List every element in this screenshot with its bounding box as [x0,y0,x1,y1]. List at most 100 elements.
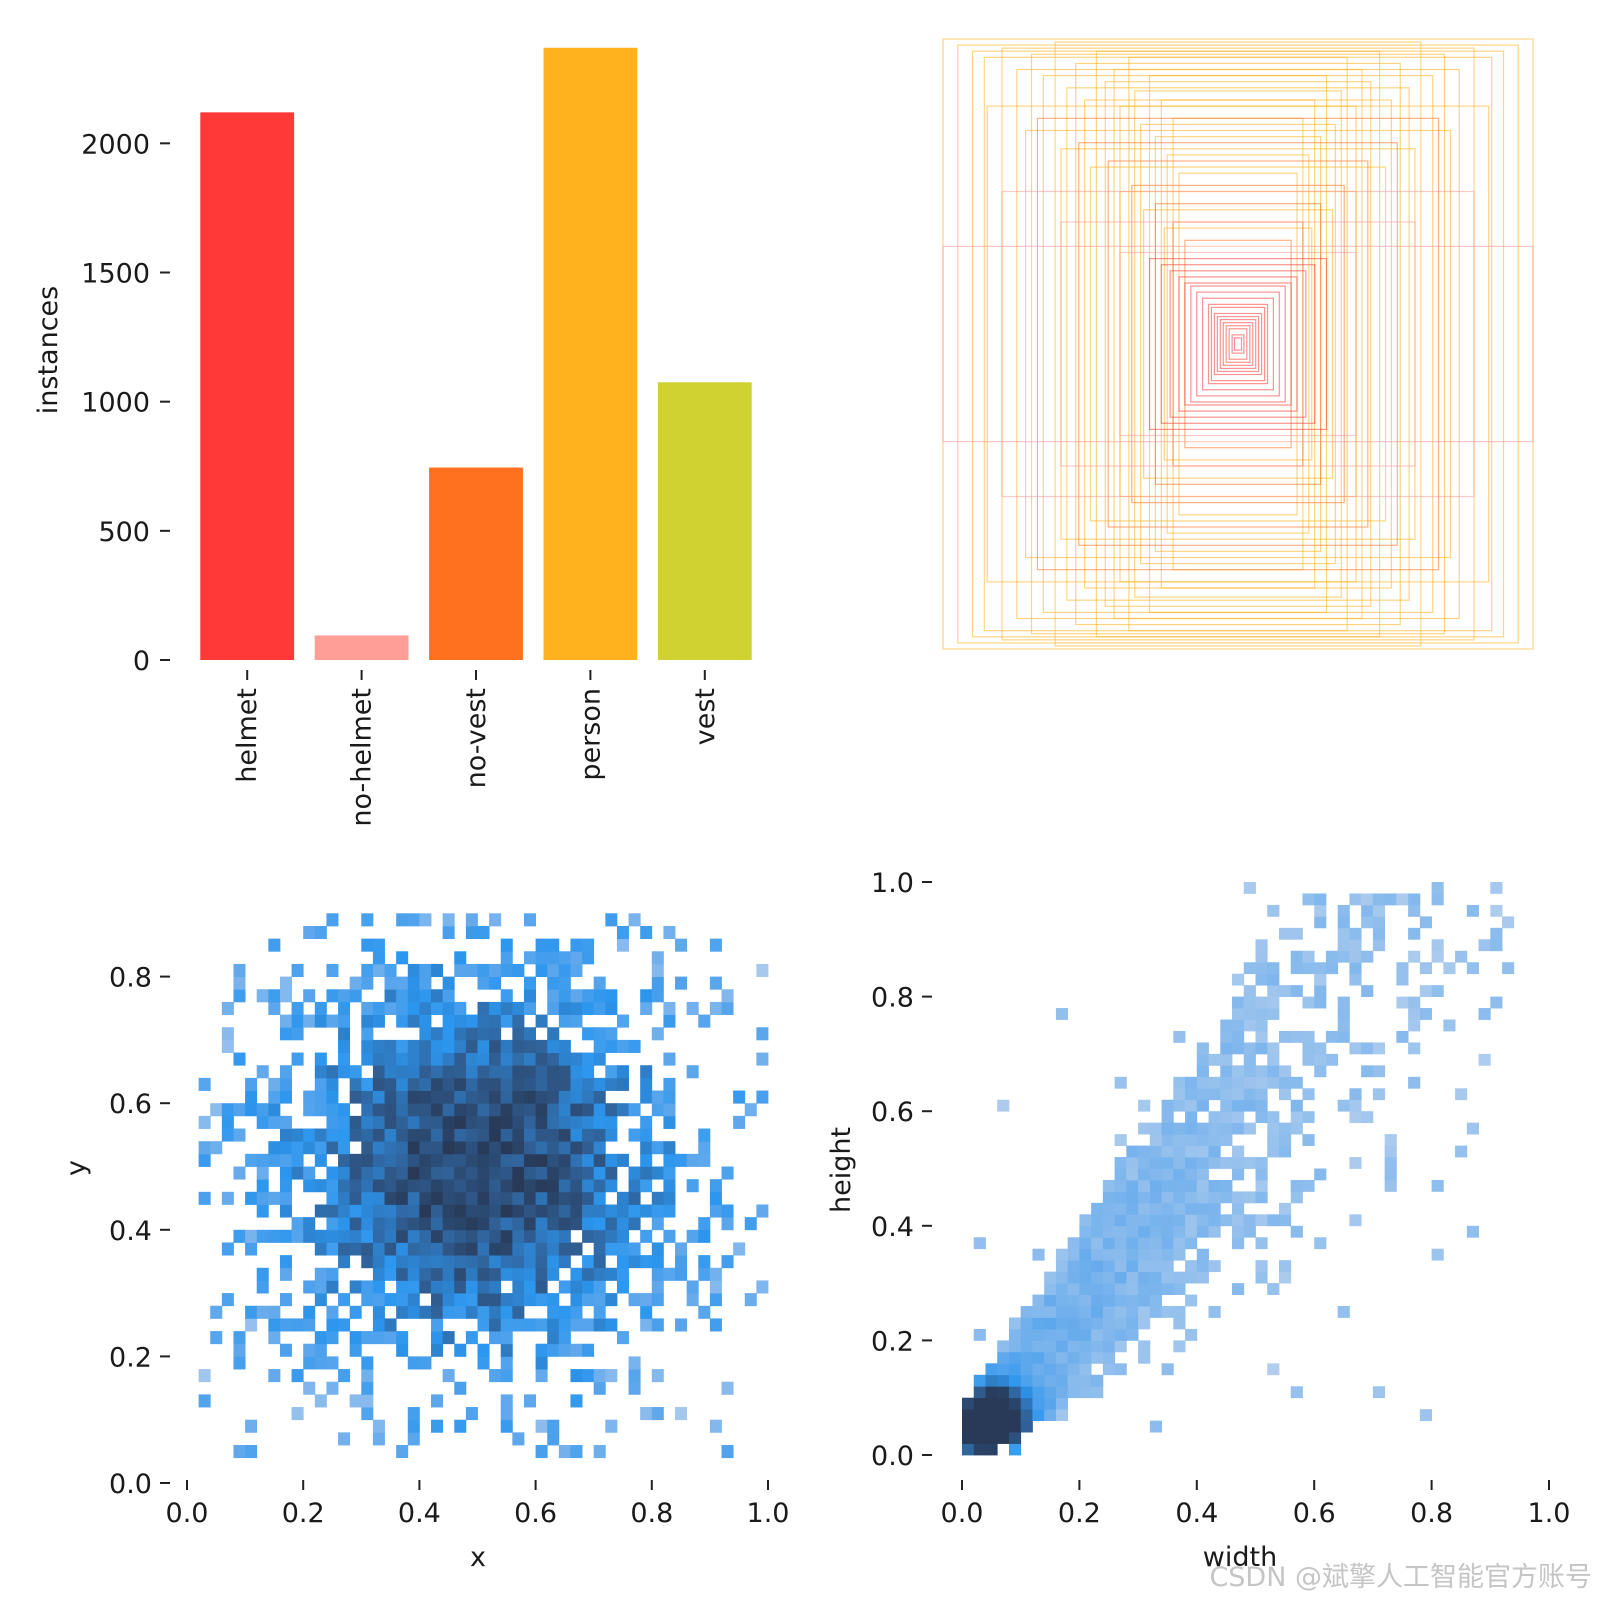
xy-cell [384,1090,397,1104]
xy-cell [477,963,490,977]
xy-cell [582,1217,595,1231]
xy-x-tick-label: 0.6 [514,1498,557,1529]
xy-cell [512,1052,525,1066]
xy-cell [233,1356,246,1370]
wh-heatmap-cells [962,882,1515,1456]
xy-cell [326,1077,339,1091]
xy-cell [558,1052,571,1066]
wh-cell [1185,1145,1198,1158]
wh-cell [1173,1088,1186,1101]
xy-cell [500,1039,513,1053]
wh-cell [1267,1134,1280,1146]
xy-cell [570,1217,583,1231]
xy-cell [570,1394,583,1408]
wh-cell [997,1432,1010,1444]
wh-cell [1149,1271,1162,1284]
xy-cell [372,1039,385,1053]
xy-cell [268,1090,281,1104]
xy-cell [582,1128,595,1142]
xy-cell [535,963,548,977]
xy-cell [419,1191,432,1205]
wh-cell [1396,996,1409,1009]
xy-cell [582,1369,595,1383]
wh-cell [973,1420,986,1433]
xy-cell [221,1103,234,1117]
xy-cell [326,989,339,1003]
wh-cell [1044,1317,1057,1330]
xy-cell [198,1369,211,1383]
xy-cell [442,1090,455,1104]
xy-cell [477,1115,490,1129]
xy-cell [500,963,513,977]
xy-cell [523,1229,536,1243]
xy-cell [454,963,467,977]
xy-cell [489,1141,502,1155]
xy-cell [500,1217,513,1231]
wh-cell [1302,1179,1315,1192]
wh-cell [1173,1214,1186,1227]
xy-cell [640,1001,653,1015]
xy-cell [593,1280,606,1294]
wh-cell [1232,1122,1245,1135]
xy-cell [442,1305,455,1319]
wh-cell [1079,1294,1092,1307]
wh-cell [1008,1409,1022,1422]
xy-cell [372,1153,385,1167]
xy-cell [721,1204,734,1218]
wh-cell [1349,1042,1362,1055]
xy-x-tick-label: 0.0 [166,1498,209,1529]
xy-cell [651,1090,664,1104]
xy-cell [547,1065,560,1079]
xy-cell [314,1179,327,1193]
wh-x-tick-label: 0.6 [1293,1498,1336,1529]
xy-cell [314,1103,327,1117]
xy-x-tick-label: 0.4 [398,1498,441,1529]
wh-cell [1055,1386,1069,1399]
wh-cell [1255,1111,1268,1124]
wh-cell [1079,1317,1092,1330]
xy-cell [361,1280,374,1294]
wh-cell [1243,1191,1256,1204]
xy-cell [314,1229,327,1243]
xy-cell [233,976,246,990]
xy-cell [361,1166,374,1180]
xy-cell [489,1001,502,1015]
xy-cell [628,1179,641,1193]
xy-cell [384,1001,397,1015]
xy-cell [477,1027,490,1041]
xy-cell [396,1267,409,1281]
xy-cell [431,1280,444,1294]
xy-cell [326,1356,339,1370]
wh-cell [1243,882,1256,894]
xy-cell [396,1052,409,1066]
wh-cell [1337,1306,1350,1318]
xy-cell [396,1179,409,1193]
wh-cell [1067,1328,1080,1341]
box-person [1148,74,1328,613]
wh-cell [1255,1168,1268,1181]
wh-cell [1361,916,1374,929]
xy-cell [651,1027,664,1041]
wh-cell [1396,962,1409,975]
xy-cell [361,963,374,977]
xy-cell [431,989,444,1003]
wh-cell [1149,1191,1162,1204]
wh-cell [1255,1191,1268,1204]
xy-cell [628,1191,641,1205]
xy-cell [558,1128,571,1142]
wh-cell [1290,1030,1303,1043]
xy-cell [547,1229,560,1243]
xy-cell [372,1419,385,1433]
xy-cell [535,1052,548,1066]
box-person [1075,62,1401,626]
wh-cell [1384,1179,1397,1192]
xy-cell [523,951,536,965]
wh-cell [1044,1328,1057,1341]
bar-y-tick-label: 500 [98,517,150,548]
xy-cell [442,1280,455,1294]
xy-cell [547,1255,560,1269]
wh-cell [1091,1306,1104,1318]
xy-cell [407,1293,420,1307]
xy-cell [419,1141,432,1155]
